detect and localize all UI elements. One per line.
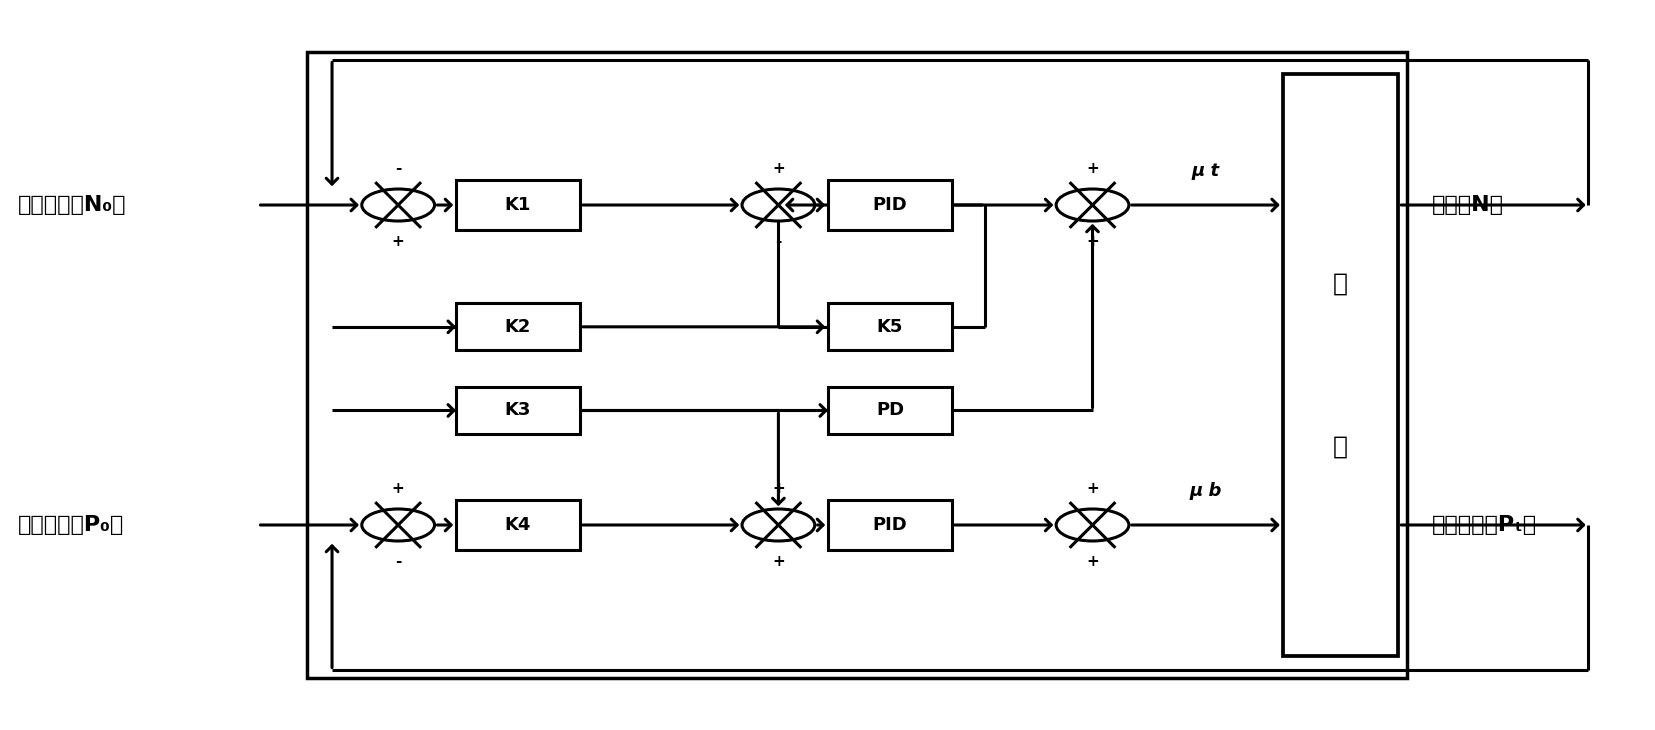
Text: PID: PID <box>872 516 907 534</box>
Text: K2: K2 <box>505 318 531 336</box>
Text: +: + <box>1086 161 1099 176</box>
Bar <box>828 387 952 434</box>
Text: PID: PID <box>872 196 907 214</box>
Text: +: + <box>771 554 784 569</box>
Text: +: + <box>771 161 784 176</box>
Text: 负荷指令（N₀）: 负荷指令（N₀） <box>18 195 126 215</box>
Text: 压力定值（P₀）: 压力定值（P₀） <box>18 515 124 535</box>
Text: +: + <box>1086 554 1099 569</box>
Text: +: + <box>392 234 404 249</box>
Text: 对: 对 <box>1332 272 1347 296</box>
Text: +: + <box>392 481 404 496</box>
Bar <box>828 180 952 231</box>
Text: +: + <box>771 481 784 496</box>
Text: 负荷（N）: 负荷（N） <box>1430 195 1503 215</box>
Text: K3: K3 <box>505 402 531 420</box>
Text: μ t: μ t <box>1192 161 1220 180</box>
Text: K5: K5 <box>875 318 902 336</box>
Text: μ b: μ b <box>1188 482 1221 499</box>
Bar <box>455 180 579 231</box>
Bar <box>455 303 579 350</box>
Text: -: - <box>775 234 781 249</box>
Text: -: - <box>396 161 401 176</box>
Bar <box>1283 74 1397 656</box>
Text: K1: K1 <box>505 196 531 214</box>
Bar <box>455 387 579 434</box>
Text: PD: PD <box>875 402 904 420</box>
Text: -: - <box>396 554 401 569</box>
Bar <box>308 53 1405 677</box>
Bar <box>828 303 952 350</box>
Text: K4: K4 <box>505 516 531 534</box>
Text: +: + <box>1086 481 1099 496</box>
Text: 主汽压力（Pₜ）: 主汽压力（Pₜ） <box>1430 515 1536 535</box>
Text: +: + <box>1086 234 1099 249</box>
Bar <box>455 499 579 550</box>
Bar <box>828 499 952 550</box>
Text: 象: 象 <box>1332 434 1347 458</box>
